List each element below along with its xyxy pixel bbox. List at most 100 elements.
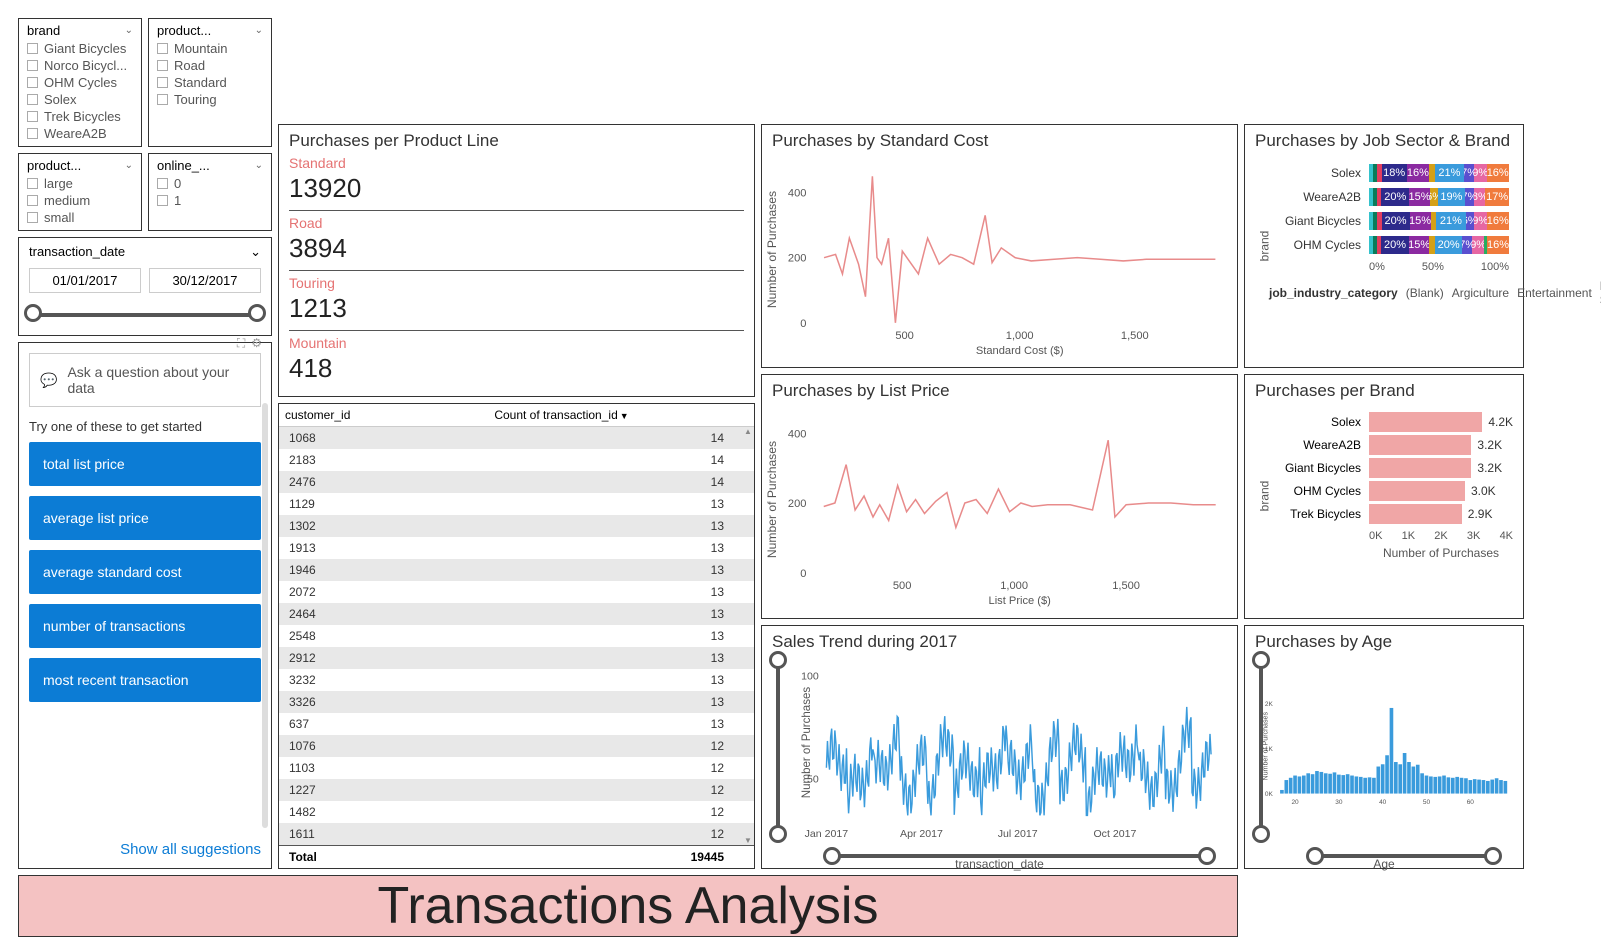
date-from-input[interactable]: 01/01/2017 — [29, 268, 141, 293]
checkbox-icon[interactable] — [27, 94, 38, 105]
stacked-segment[interactable]: 16% — [1487, 236, 1509, 254]
chevron-down-icon[interactable]: ⌄ — [125, 160, 133, 171]
filter-checkbox-item[interactable]: 1 — [157, 192, 263, 209]
chevron-down-icon[interactable]: ⌄ — [125, 25, 133, 36]
table-scrollbar[interactable]: ▲▼ — [744, 427, 752, 845]
table-col2[interactable]: Count of transaction_id — [494, 408, 617, 422]
stacked-segment[interactable]: 9% — [1474, 212, 1487, 230]
table-row[interactable]: 107612 — [279, 735, 754, 757]
table-col1[interactable]: customer_id — [285, 408, 375, 422]
chevron-down-icon[interactable]: ⌄ — [255, 25, 263, 36]
hbar-row[interactable]: OHM Cycles3.0K — [1269, 481, 1513, 501]
chart-sales-trend[interactable]: Sales Trend during 2017 50100Jan 2017Apr… — [761, 625, 1238, 869]
table-row[interactable]: 110312 — [279, 757, 754, 779]
qa-scrollbar[interactable] — [262, 403, 268, 828]
table-row[interactable]: 254813 — [279, 625, 754, 647]
chart-per-brand[interactable]: Purchases per Brand brand Solex4.2KWeare… — [1244, 374, 1524, 618]
qa-show-all[interactable]: Show all suggestions — [29, 841, 261, 858]
checkbox-icon[interactable] — [157, 94, 168, 105]
hbar-row[interactable]: WeareA2B3.2K — [1269, 435, 1513, 455]
checkbox-icon[interactable] — [157, 195, 168, 206]
table-row[interactable]: 323213 — [279, 669, 754, 691]
table-row[interactable]: 148212 — [279, 801, 754, 823]
filter-online[interactable]: online_...⌄ 01 — [148, 153, 272, 231]
table-row[interactable]: 191313 — [279, 537, 754, 559]
stacked-segment[interactable]: 16% — [1487, 212, 1509, 230]
filter-checkbox-item[interactable]: Touring — [157, 91, 263, 108]
table-row[interactable]: 130213 — [279, 515, 754, 537]
filter-checkbox-item[interactable]: large — [27, 175, 133, 192]
stacked-segment[interactable]: 19% — [1438, 188, 1464, 206]
chevron-down-icon[interactable]: ⌄ — [250, 244, 261, 260]
stacked-segment[interactable]: 17% — [1485, 188, 1509, 206]
stacked-segment[interactable]: 6% — [1466, 212, 1474, 230]
stacked-segment[interactable]: 18% — [1382, 164, 1407, 182]
qa-suggestion[interactable]: most recent transaction — [29, 658, 261, 702]
filter-brand[interactable]: brand⌄ Giant BicyclesNorco Bicycl...OHM … — [18, 18, 142, 147]
stacked-segment[interactable]: 7% — [1465, 188, 1475, 206]
sort-desc-icon[interactable]: ▼ — [620, 411, 629, 421]
stacked-segment[interactable]: 9% — [1474, 164, 1487, 182]
by-age-yslider[interactable] — [1259, 660, 1263, 834]
stacked-segment[interactable]: 20% — [1381, 236, 1408, 254]
checkbox-icon[interactable] — [27, 111, 38, 122]
stacked-segment[interactable]: 8% — [1474, 188, 1485, 206]
table-row[interactable]: 194613 — [279, 559, 754, 581]
checkbox-icon[interactable] — [157, 43, 168, 54]
stacked-segment[interactable]: 16% — [1487, 164, 1509, 182]
chart-standard-cost[interactable]: Purchases by Standard Cost 02004005001,0… — [761, 124, 1238, 368]
checkbox-icon[interactable] — [157, 60, 168, 71]
filter-checkbox-item[interactable]: Trek Bicycles — [27, 108, 133, 125]
qa-suggestion[interactable]: average standard cost — [29, 550, 261, 594]
stacked-segment[interactable]: 9% — [1472, 236, 1484, 254]
checkbox-icon[interactable] — [157, 178, 168, 189]
stacked-segment[interactable]: 15% — [1410, 212, 1431, 230]
gear-icon[interactable]: ⚙ — [251, 336, 262, 351]
checkbox-icon[interactable] — [27, 128, 38, 139]
date-slider[interactable] — [33, 301, 257, 325]
checkbox-icon[interactable] — [27, 60, 38, 71]
stacked-segment[interactable]: 6% — [1430, 188, 1438, 206]
stacked-segment[interactable]: 7% — [1462, 236, 1472, 254]
expand-icon[interactable]: ⛶ — [237, 336, 245, 351]
chart-list-price[interactable]: Purchases by List Price 02004005001,0001… — [761, 374, 1238, 618]
table-row[interactable]: 247614 — [279, 471, 754, 493]
filter-checkbox-item[interactable]: 0 — [157, 175, 263, 192]
table-row[interactable]: 207213 — [279, 581, 754, 603]
checkbox-icon[interactable] — [27, 43, 38, 54]
filter-checkbox-item[interactable]: WeareA2B — [27, 125, 133, 142]
checkbox-icon[interactable] — [27, 77, 38, 88]
chevron-down-icon[interactable]: ⌄ — [255, 160, 263, 171]
sales-trend-yslider[interactable] — [776, 660, 780, 834]
filter-checkbox-item[interactable]: Mountain — [157, 40, 263, 57]
stacked-segment[interactable]: 21% — [1435, 164, 1464, 182]
filter-checkbox-item[interactable]: Norco Bicycl... — [27, 57, 133, 74]
table-row[interactable]: 218314 — [279, 449, 754, 471]
filter-checkbox-item[interactable]: Standard — [157, 74, 263, 91]
checkbox-icon[interactable] — [27, 178, 38, 189]
table-row[interactable]: 291213 — [279, 647, 754, 669]
stacked-segment[interactable]: 15% — [1409, 188, 1430, 206]
filter-checkbox-item[interactable]: OHM Cycles — [27, 74, 133, 91]
filter-checkbox-item[interactable]: Giant Bicycles — [27, 40, 133, 57]
stacked-segment[interactable]: 7% — [1464, 164, 1474, 182]
table-row[interactable]: 63713 — [279, 713, 754, 735]
filter-checkbox-item[interactable]: Road — [157, 57, 263, 74]
checkbox-icon[interactable] — [157, 77, 168, 88]
checkbox-icon[interactable] — [27, 195, 38, 206]
table-row[interactable]: 112913 — [279, 493, 754, 515]
filter-checkbox-item[interactable]: medium — [27, 192, 133, 209]
stacked-segment[interactable]: 21% — [1436, 212, 1465, 230]
filter-product-line[interactable]: product...⌄ MountainRoadStandardTouring — [148, 18, 272, 147]
table-row[interactable]: 332613 — [279, 691, 754, 713]
stacked-segment[interactable]: 20% — [1382, 212, 1410, 230]
stacked-segment[interactable]: 16% — [1407, 164, 1429, 182]
filter-product-size[interactable]: product...⌄ largemediumsmall — [18, 153, 142, 231]
qa-ask-input[interactable]: 💬 Ask a question about your data ⛶⚙ — [29, 353, 261, 407]
stacked-segment[interactable]: 15% — [1409, 236, 1430, 254]
filter-date[interactable]: transaction_date⌄ 01/01/2017 30/12/2017 — [18, 237, 272, 336]
chart-by-age[interactable]: Purchases by Age 0K1K2K2030405060Number … — [1244, 625, 1524, 869]
filter-checkbox-item[interactable]: small — [27, 209, 133, 226]
hbar-row[interactable]: Trek Bicycles2.9K — [1269, 504, 1513, 524]
qa-suggestion[interactable]: number of transactions — [29, 604, 261, 648]
